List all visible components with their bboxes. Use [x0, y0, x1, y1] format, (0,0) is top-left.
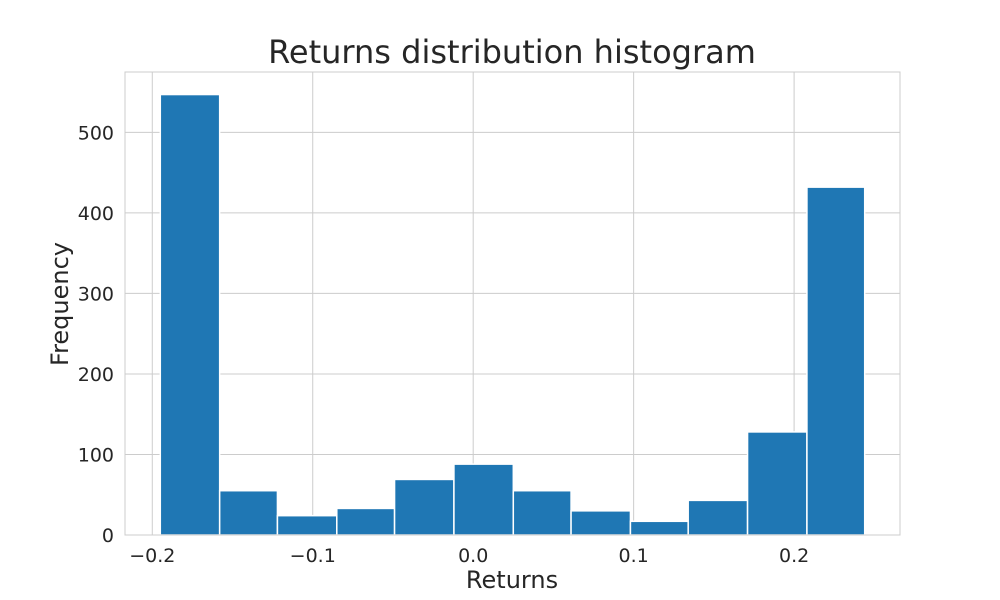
histogram-bar: [629, 520, 689, 536]
x-tick-label: 0.1: [619, 545, 649, 567]
y-tick-label: 0: [102, 525, 114, 547]
histogram-bar: [806, 186, 866, 536]
histogram-bar: [687, 499, 749, 536]
x-tick-label: −0.1: [290, 545, 336, 567]
y-axis-label: Frequency: [46, 242, 74, 366]
histogram-bar: [453, 463, 515, 536]
histogram-bar: [218, 489, 279, 536]
x-tick-label: 0.2: [779, 545, 809, 567]
histogram-bars: [159, 93, 866, 536]
plot-frame: [124, 71, 901, 536]
x-tick-label: −0.2: [129, 545, 175, 567]
histogram-bar: [512, 489, 572, 536]
y-tick-label: 100: [78, 444, 114, 466]
y-tick-label: 200: [78, 364, 114, 386]
x-tick-labels: −0.2 −0.1 0.0 0.1 0.2: [129, 545, 809, 567]
y-tick-label: 500: [78, 122, 114, 144]
histogram-bar: [746, 431, 808, 536]
y-tick-labels: 0 100 200 300 400 500: [78, 122, 114, 547]
x-axis-label: Returns: [466, 566, 558, 594]
histogram-bar: [393, 478, 455, 536]
histogram-bar: [276, 514, 338, 536]
histogram-bar: [159, 93, 221, 536]
y-tick-label: 400: [78, 203, 114, 225]
x-tick-label: 0.0: [458, 545, 488, 567]
histogram-bar: [336, 507, 396, 536]
histogram-bar: [570, 510, 632, 536]
y-tick-label: 300: [78, 283, 114, 305]
chart-title: Returns distribution histogram: [268, 33, 756, 71]
